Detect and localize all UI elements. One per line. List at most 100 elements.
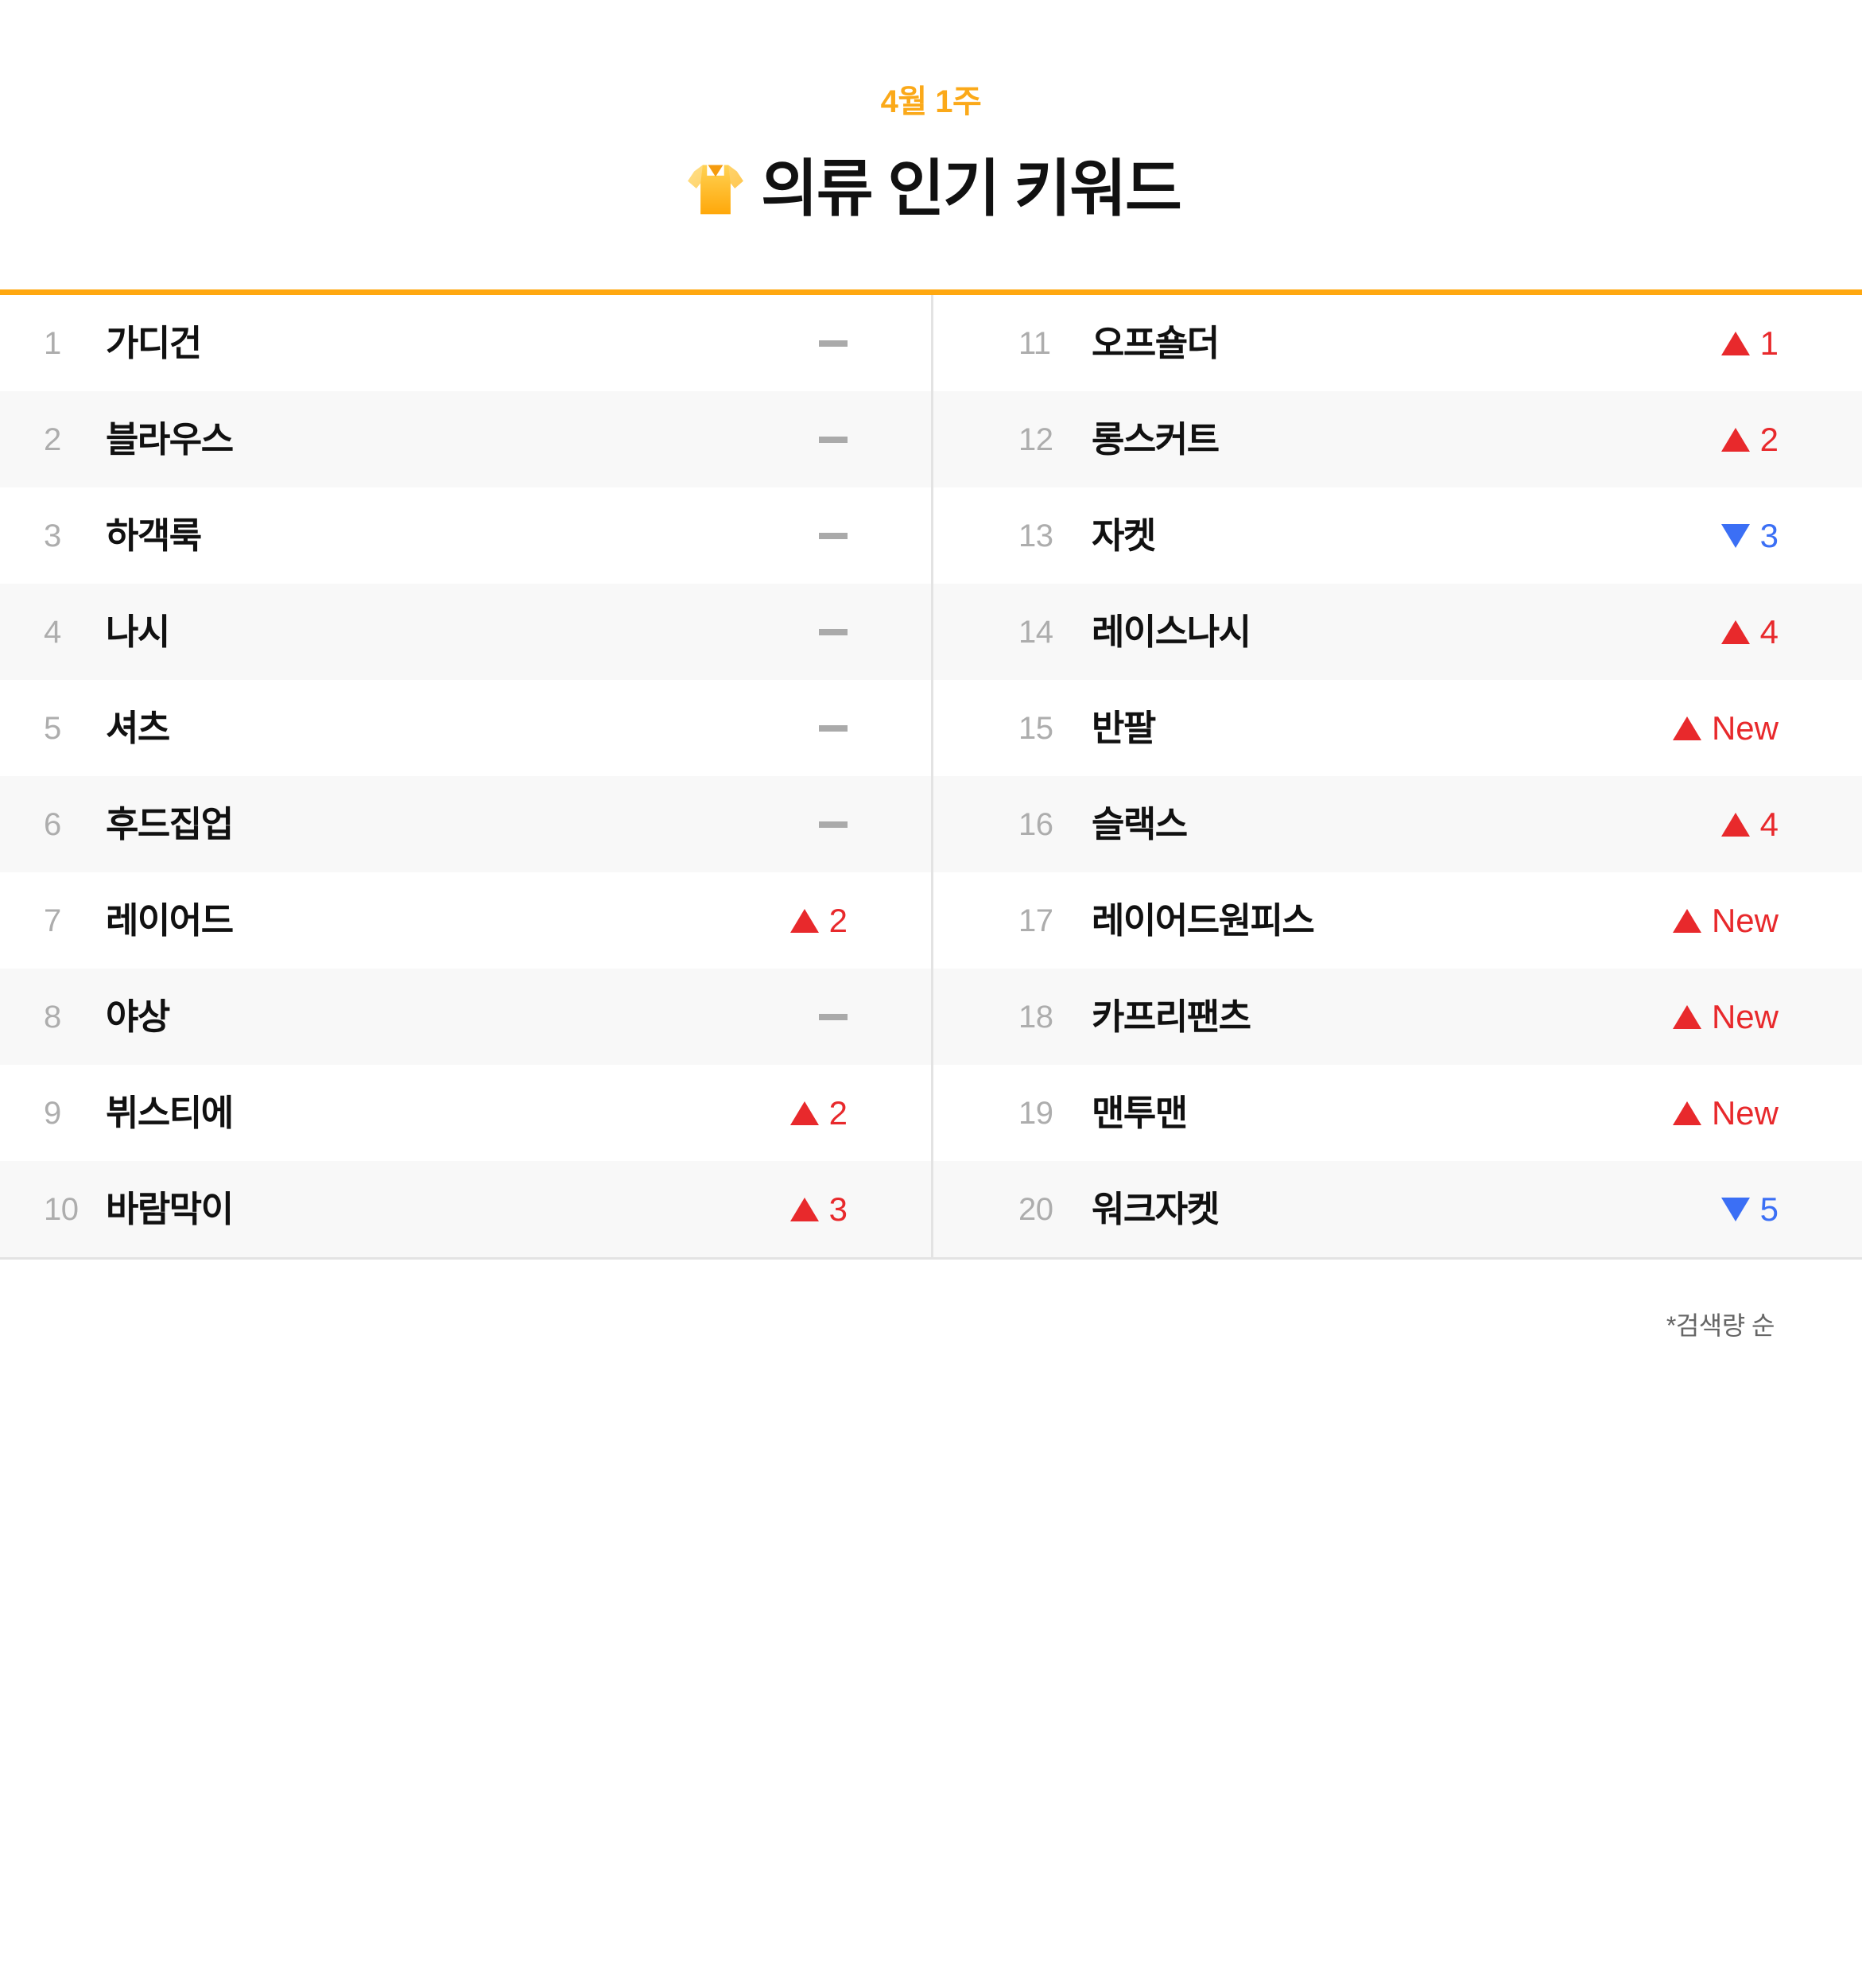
keyword-label: 맨투맨	[1092, 1093, 1188, 1133]
column-divider	[931, 295, 933, 1257]
table-row[interactable]: 20 워크자켓 5	[931, 1161, 1862, 1257]
rank-number: 14	[1018, 614, 1053, 650]
rank-change-indicator	[720, 628, 848, 635]
rank-number: 8	[44, 999, 61, 1035]
keyword-label: 블라우스	[106, 419, 234, 460]
no-change-dash-icon	[819, 1013, 848, 1020]
arrow-up-icon	[1672, 716, 1701, 740]
keyword-label: 뷔스티에	[106, 1093, 234, 1133]
arrow-up-icon	[789, 908, 819, 933]
keyword-label: 가디건	[106, 323, 202, 363]
rank-change-indicator	[720, 724, 848, 732]
arrow-up-icon	[789, 1197, 819, 1221]
rank-change-value: 2	[1759, 420, 1779, 458]
keyword-label: 하객룩	[106, 515, 202, 556]
arrow-up-icon	[789, 1101, 819, 1125]
page-title: 의류 인기 키워드	[761, 153, 1182, 223]
rank-change-value: New	[1711, 709, 1779, 747]
keyword-label: 셔츠	[106, 708, 170, 748]
rank-change-value: New	[1711, 1093, 1779, 1132]
table-row[interactable]: 15 반팔 New	[931, 680, 1862, 776]
rank-change-indicator: 3	[720, 1190, 848, 1228]
rank-change-indicator	[720, 436, 848, 443]
keyword-label: 레이어드	[106, 900, 234, 941]
rank-change-value: 2	[828, 901, 848, 939]
rank-change-value: New	[1711, 997, 1779, 1035]
table-row[interactable]: 19 맨투맨 New	[931, 1065, 1862, 1161]
rank-change-indicator: 1	[1651, 324, 1779, 362]
table-row[interactable]: 14 레이스나시 4	[931, 584, 1862, 680]
no-change-dash-icon	[819, 821, 848, 828]
arrow-up-icon	[1672, 908, 1701, 933]
table-row[interactable]: 12 롱스커트 2	[931, 391, 1862, 487]
rank-number: 18	[1018, 999, 1053, 1035]
accent-rule	[0, 289, 1862, 295]
rank-change-indicator: 4	[1651, 807, 1779, 841]
rank-number: 16	[1018, 806, 1053, 842]
keyword-label: 레이어드원피스	[1092, 900, 1315, 941]
arrow-up-icon	[1720, 427, 1750, 452]
rank-number: 1	[44, 325, 61, 361]
table-row[interactable]: 1 가디건	[0, 295, 931, 391]
rank-change-value: 3	[1759, 516, 1779, 554]
table-row[interactable]: 6 후드집업	[0, 776, 931, 872]
rank-number: 4	[44, 614, 61, 650]
tshirt-icon	[688, 165, 744, 215]
keyword-label: 후드집업	[106, 804, 234, 845]
rank-number: 11	[1018, 325, 1051, 361]
rank-number: 7	[44, 903, 61, 938]
table-row[interactable]: 17 레이어드원피스 New	[931, 872, 1862, 969]
table-row[interactable]: 11 오프숄더 1	[931, 295, 1862, 391]
rank-number: 17	[1018, 903, 1053, 938]
table-row[interactable]: 4 나시	[0, 584, 931, 680]
rank-change-indicator	[720, 340, 848, 347]
table-row[interactable]: 10 바람막이 3	[0, 1161, 931, 1257]
rank-number: 20	[1018, 1191, 1053, 1227]
arrow-up-icon	[1720, 331, 1750, 355]
arrow-up-icon	[1720, 812, 1750, 837]
rank-change-indicator: 2	[720, 1093, 848, 1132]
page-header: 4월 1주 의류 인기 키워드	[0, 0, 1862, 223]
rank-change-value: 4	[1759, 612, 1779, 650]
rank-number: 10	[44, 1191, 79, 1227]
keyword-label: 바람막이	[106, 1189, 234, 1229]
table-row[interactable]: 13 자켓 3	[931, 487, 1862, 584]
keyword-label: 야상	[106, 996, 170, 1037]
table-row[interactable]: 16 슬랙스 4	[931, 776, 1862, 872]
rank-number: 15	[1018, 710, 1053, 746]
rank-change-indicator: New	[1651, 1000, 1779, 1034]
keyword-label: 카프리팬츠	[1092, 996, 1251, 1037]
arrow-down-icon	[1720, 523, 1750, 548]
rank-change-value: 1	[1759, 324, 1779, 362]
table-row[interactable]: 9 뷔스티에 2	[0, 1065, 931, 1161]
rank-change-indicator	[720, 1013, 848, 1020]
rank-change-indicator: New	[1651, 1093, 1779, 1132]
keyword-label: 나시	[106, 612, 170, 652]
table-row[interactable]: 18 카프리팬츠 New	[931, 969, 1862, 1065]
rank-change-value: 3	[828, 1190, 848, 1228]
table-row[interactable]: 5 셔츠	[0, 680, 931, 776]
keyword-rank-table: 1 가디건 11 오프숄더 1 2 블라우스 12 롱스커트 2 3 하객룩 13 자켓 3 4 나시 14 레이스…	[0, 295, 1862, 1260]
table-row[interactable]: 2 블라우스	[0, 391, 931, 487]
no-change-dash-icon	[819, 436, 848, 443]
rank-number: 9	[44, 1095, 61, 1131]
rank-change-value: New	[1711, 901, 1779, 939]
no-change-dash-icon	[819, 340, 848, 347]
table-row[interactable]: 3 하객룩	[0, 487, 931, 584]
rank-change-indicator: 3	[1651, 516, 1779, 554]
keyword-label: 오프숄더	[1092, 323, 1220, 363]
rank-change-indicator: 2	[1651, 420, 1779, 458]
title-row: 의류 인기 키워드	[0, 154, 1862, 223]
footnote: *검색량 순	[1666, 1311, 1775, 1340]
arrow-down-icon	[1720, 1197, 1750, 1221]
rank-number: 5	[44, 710, 61, 746]
table-row[interactable]: 7 레이어드 2	[0, 872, 931, 969]
rank-change-value: 2	[828, 1093, 848, 1132]
rank-number: 3	[44, 518, 61, 553]
rank-change-indicator: 5	[1651, 1192, 1779, 1226]
table-row[interactable]: 8 야상	[0, 969, 931, 1065]
no-change-dash-icon	[819, 628, 848, 635]
keyword-label: 레이스나시	[1092, 612, 1251, 652]
no-change-dash-icon	[819, 532, 848, 539]
arrow-up-icon	[1672, 1101, 1701, 1125]
